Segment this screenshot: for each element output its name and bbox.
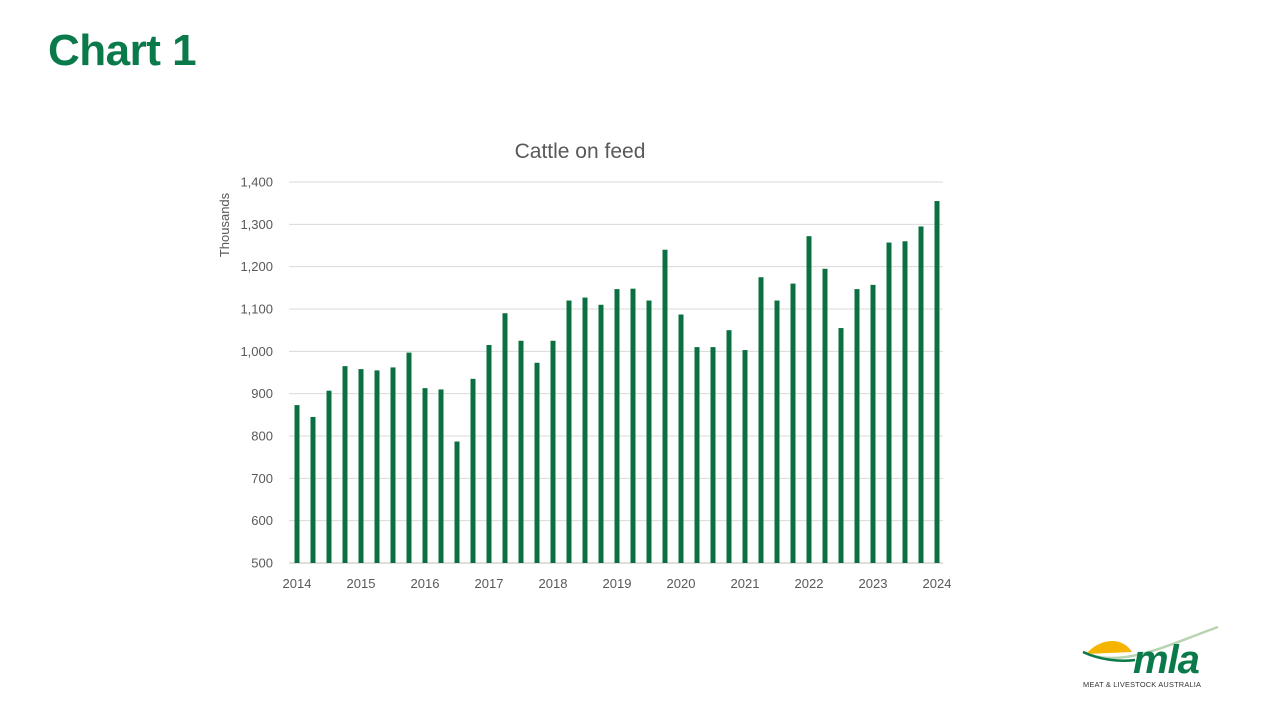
x-tick-label: 2019 (603, 576, 632, 591)
bar (470, 378, 476, 563)
x-tick-label: 2018 (539, 576, 568, 591)
bar (918, 226, 924, 563)
bar (598, 304, 604, 563)
y-tick-label: 900 (251, 386, 273, 401)
bar (662, 249, 668, 563)
sun-icon (1086, 640, 1132, 654)
bar (518, 340, 524, 563)
bar (422, 388, 428, 563)
bar (742, 350, 748, 563)
y-axis-label: Thousands (217, 192, 232, 257)
x-tick-label: 2014 (283, 576, 312, 591)
bar (534, 362, 540, 563)
bar (614, 289, 620, 563)
bar (374, 370, 380, 563)
y-tick-label: 1,000 (240, 344, 273, 359)
bar (726, 330, 732, 563)
bar (806, 236, 812, 564)
bar (582, 297, 588, 563)
x-tick-label: 2020 (667, 576, 696, 591)
bar (550, 340, 556, 563)
logo-subtitle: MEAT & LIVESTOCK AUSTRALIA (1083, 680, 1202, 689)
mla-logo-icon (1082, 625, 1219, 662)
bar (902, 241, 908, 563)
bar (358, 369, 364, 563)
bar (486, 344, 492, 563)
x-tick-label: 2022 (795, 576, 824, 591)
bar (838, 328, 844, 563)
logo-wordmark: mla (1133, 638, 1200, 682)
bar (678, 314, 684, 563)
y-tick-labels: 500 600 700 800 900 1,000 1,100 1,200 1,300 1,400 (240, 175, 273, 571)
bar (326, 390, 332, 563)
bar (694, 347, 700, 563)
y-tick-label: 1,300 (240, 217, 273, 232)
bar (406, 352, 412, 563)
page-title: Chart 1 (48, 26, 197, 75)
y-tick-label: 800 (251, 429, 273, 444)
x-tick-label: 2024 (923, 576, 952, 591)
x-tick-label: 2021 (731, 576, 760, 591)
bar (854, 289, 860, 563)
bar (790, 283, 796, 563)
y-tick-label: 700 (251, 471, 273, 486)
bar (310, 416, 316, 563)
bar (646, 300, 652, 563)
bar (390, 367, 396, 563)
bar (774, 300, 780, 563)
chart-title: Cattle on feed (515, 140, 646, 163)
bar (758, 277, 764, 563)
bar (886, 242, 892, 563)
bar (566, 300, 572, 563)
x-tick-label: 2023 (859, 576, 888, 591)
bar (438, 389, 444, 563)
bar (822, 268, 828, 563)
x-tick-label: 2016 (411, 576, 440, 591)
bar (502, 313, 508, 563)
y-tick-label: 1,400 (240, 175, 273, 190)
bar (294, 405, 300, 563)
x-tick-label: 2015 (347, 576, 376, 591)
bar (710, 347, 716, 563)
y-tick-label: 500 (251, 556, 273, 571)
bar (870, 284, 876, 563)
bar (630, 288, 636, 563)
x-tick-labels: 2014 2015 2016 2017 2018 2019 2020 2021 2022 2023… (283, 576, 952, 591)
y-tick-label: 1,200 (240, 259, 273, 274)
bars (294, 201, 940, 564)
y-tick-label: 600 (251, 513, 273, 528)
bar (454, 441, 460, 563)
bar (934, 201, 940, 564)
bar (342, 366, 348, 563)
y-tick-label: 1,100 (240, 302, 273, 317)
x-tick-label: 2017 (475, 576, 504, 591)
